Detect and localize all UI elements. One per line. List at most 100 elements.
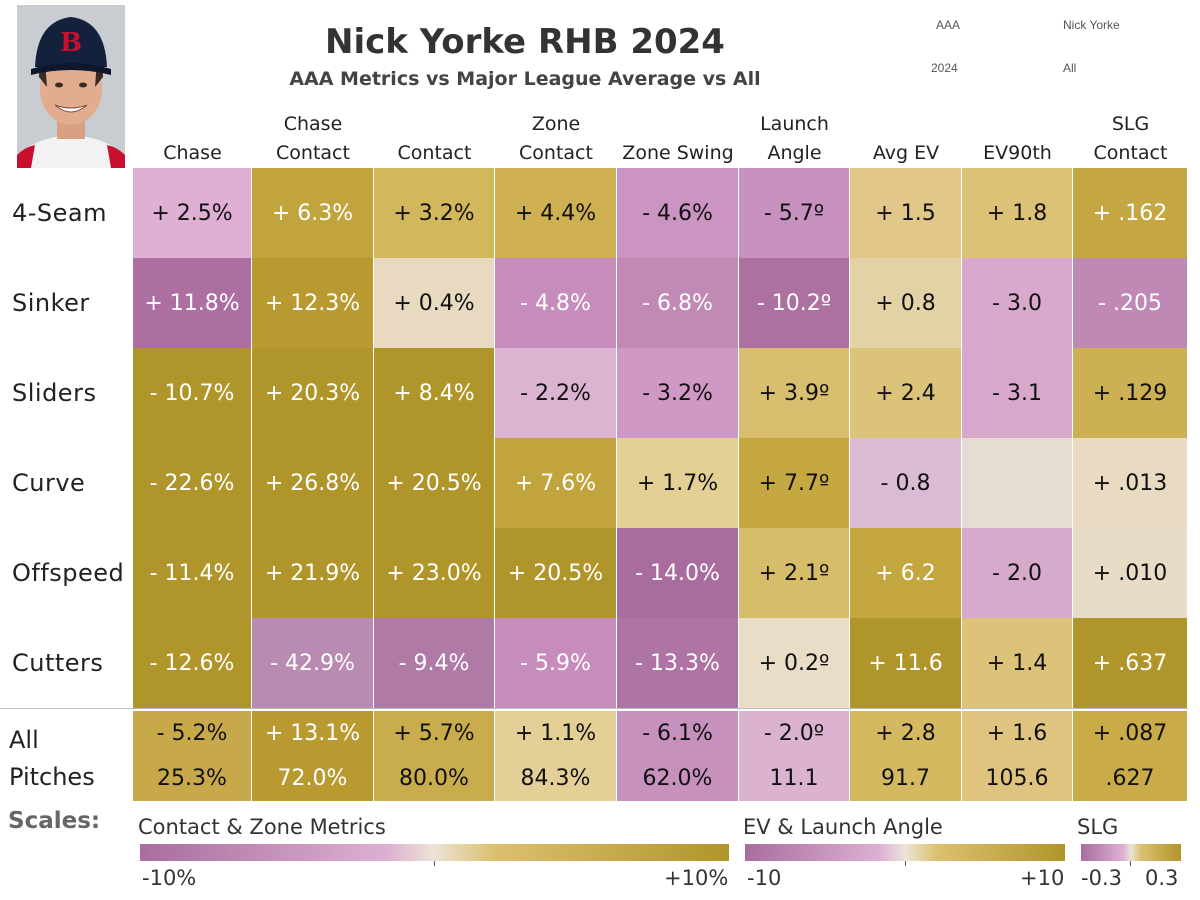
row-label: Sinker xyxy=(12,289,90,317)
metric-cell[interactable]: + 3.2% xyxy=(374,168,495,258)
metric-cell[interactable]: - 22.6% xyxy=(133,438,252,528)
legend-bar-contact xyxy=(140,844,729,861)
metric-cell[interactable]: - 6.8% xyxy=(617,258,739,348)
metric-cell[interactable]: - 42.9% xyxy=(252,618,374,708)
metric-cell[interactable]: + 11.8% xyxy=(133,258,252,348)
row-label: Cutters xyxy=(12,649,104,677)
metric-cell[interactable]: + 3.9º xyxy=(739,348,850,438)
legend-midtick-contact xyxy=(434,861,435,866)
all-pitches-cell[interactable]: - 2.0º 11.1 xyxy=(739,711,850,801)
metric-cell[interactable]: - 9.4% xyxy=(374,618,495,708)
metric-cell[interactable]: + 2.1º xyxy=(739,528,850,618)
metric-cell[interactable]: - 3.2% xyxy=(617,348,739,438)
filter-year[interactable]: 2024 xyxy=(931,61,958,75)
column-header-line2: Contact xyxy=(397,142,472,164)
all-pitches-cell[interactable]: + .087 .627 xyxy=(1073,711,1188,801)
metric-cell[interactable] xyxy=(962,438,1073,528)
all-pitches-cell[interactable]: + 1.6 105.6 xyxy=(962,711,1073,801)
metric-cell[interactable]: - 14.0% xyxy=(617,528,739,618)
metric-cell[interactable]: + 8.4% xyxy=(374,348,495,438)
column-header-line2: Chase xyxy=(163,142,222,164)
column-header: Launch Angle xyxy=(739,110,850,168)
column-header: Avg EV xyxy=(850,110,962,168)
metric-cell[interactable]: - 5.9% xyxy=(495,618,617,708)
metric-cell[interactable]: + .010 xyxy=(1073,528,1188,618)
metric-cell[interactable]: - 4.8% xyxy=(495,258,617,348)
all-pitches-value: 11.1 xyxy=(769,766,819,791)
column-header-line2: EV90th xyxy=(983,142,1052,164)
metric-cell[interactable]: - 13.3% xyxy=(617,618,739,708)
metric-cell[interactable]: - 4.6% xyxy=(617,168,739,258)
metric-cell[interactable]: + 7.6% xyxy=(495,438,617,528)
all-pitches-diff: - 5.2% xyxy=(156,721,228,746)
metric-cell[interactable]: + 26.8% xyxy=(252,438,374,528)
column-header-line2: Contact xyxy=(1093,142,1168,164)
metric-cell[interactable]: - 0.8 xyxy=(850,438,962,528)
metric-cell[interactable]: + .129 xyxy=(1073,348,1188,438)
metric-cell[interactable]: + .637 xyxy=(1073,618,1188,708)
all-pitches-label: All Pitches xyxy=(9,722,95,796)
all-pitches-value: 84.3% xyxy=(520,766,591,791)
metric-cell[interactable]: + 20.5% xyxy=(374,438,495,528)
metric-cell[interactable]: + 2.5% xyxy=(133,168,252,258)
all-pitches-cell[interactable]: + 2.8 91.7 xyxy=(850,711,962,801)
metric-cell[interactable]: - 12.6% xyxy=(133,618,252,708)
all-pitches-cell[interactable]: + 13.1% 72.0% xyxy=(252,711,374,801)
metric-cell[interactable]: + .162 xyxy=(1073,168,1188,258)
all-label-line1: All xyxy=(9,726,39,754)
column-header: Zone Swing xyxy=(617,110,739,168)
metric-cell[interactable]: - 3.0 xyxy=(962,258,1073,348)
metric-cell[interactable]: + 20.3% xyxy=(252,348,374,438)
metric-cell[interactable]: + 20.5% xyxy=(495,528,617,618)
column-header: Chase Contact xyxy=(252,110,374,168)
metric-cell[interactable]: + 1.8 xyxy=(962,168,1073,258)
page-title: Nick Yorke RHB 2024 xyxy=(325,22,725,62)
column-header-line1: Zone xyxy=(531,113,581,135)
legend-min-contact: -10% xyxy=(142,866,197,890)
filter-level[interactable]: AAA xyxy=(936,18,961,32)
metric-cell[interactable]: + 1.7% xyxy=(617,438,739,528)
metric-cell[interactable]: + 4.4% xyxy=(495,168,617,258)
metric-cell[interactable]: - 11.4% xyxy=(133,528,252,618)
all-pitches-cell[interactable]: + 5.7% 80.0% xyxy=(374,711,495,801)
metric-cell[interactable]: + 0.8 xyxy=(850,258,962,348)
cap-logo: B xyxy=(60,28,82,58)
metric-cell[interactable]: + 12.3% xyxy=(252,258,374,348)
metric-cell[interactable]: - 10.7% xyxy=(133,348,252,438)
metric-cell[interactable]: + 23.0% xyxy=(374,528,495,618)
row-label: Curve xyxy=(12,469,86,497)
metric-cell[interactable]: + 0.4% xyxy=(374,258,495,348)
filter-scope[interactable]: All xyxy=(1063,61,1077,75)
metric-cell[interactable]: - .205 xyxy=(1073,258,1188,348)
metric-cell[interactable]: - 10.2º xyxy=(739,258,850,348)
metric-cell[interactable]: - 2.0 xyxy=(962,528,1073,618)
column-header: Zone Contact xyxy=(495,110,617,168)
column-header-line2: Contact xyxy=(519,142,593,164)
all-pitches-value: 91.7 xyxy=(881,766,930,791)
metric-cell[interactable]: + .013 xyxy=(1073,438,1188,528)
all-pitches-cell[interactable]: - 6.1% 62.0% xyxy=(617,711,739,801)
column-header-line1: Launch xyxy=(760,113,829,135)
legend-max-contact: +10% xyxy=(664,866,729,890)
all-pitches-diff: + .087 xyxy=(1092,721,1168,746)
all-pitches-cell[interactable]: + 1.1% 84.3% xyxy=(495,711,617,801)
metric-cell[interactable]: + 1.5 xyxy=(850,168,962,258)
legend-title-contact: Contact & Zone Metrics xyxy=(138,815,386,839)
metric-cell[interactable]: - 2.2% xyxy=(495,348,617,438)
metric-cell[interactable]: - 3.1 xyxy=(962,348,1073,438)
filter-player[interactable]: Nick Yorke xyxy=(1063,18,1120,32)
metric-cell[interactable]: + 6.2 xyxy=(850,528,962,618)
metric-cell[interactable]: + 1.4 xyxy=(962,618,1073,708)
page-subtitle: AAA Metrics vs Major League Average vs A… xyxy=(289,68,761,90)
metric-cell[interactable]: + 21.9% xyxy=(252,528,374,618)
column-header: SLG Contact xyxy=(1073,110,1188,168)
metric-cell[interactable]: + 11.6 xyxy=(850,618,962,708)
all-label-line2: Pitches xyxy=(9,763,95,791)
metric-cell[interactable]: + 6.3% xyxy=(252,168,374,258)
metric-cell[interactable]: + 7.7º xyxy=(739,438,850,528)
all-pitches-diff: - 6.1% xyxy=(642,721,713,746)
metric-cell[interactable]: + 0.2º xyxy=(739,618,850,708)
metric-cell[interactable]: - 5.7º xyxy=(739,168,850,258)
all-pitches-cell[interactable]: - 5.2% 25.3% xyxy=(133,711,252,801)
metric-cell[interactable]: + 2.4 xyxy=(850,348,962,438)
